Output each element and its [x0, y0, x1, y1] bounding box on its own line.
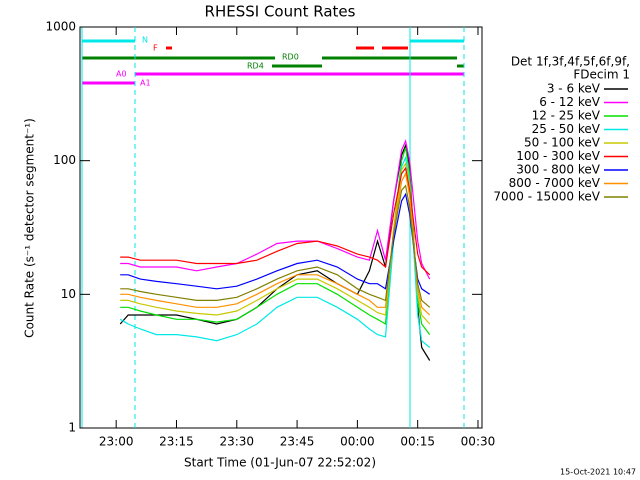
series-line — [120, 184, 431, 308]
annotation: N — [142, 36, 148, 45]
chart-title: RHESSI Count Rates — [205, 3, 356, 21]
time-markers — [81, 27, 465, 428]
x-tick-label: 23:15 — [159, 435, 194, 449]
legend-label: 800 - 7000 keV — [509, 176, 601, 190]
y-tick-label: 100 — [53, 153, 76, 167]
series-line — [120, 166, 431, 276]
legend-label: 300 - 800 keV — [516, 163, 600, 177]
series-line — [120, 139, 431, 280]
x-tick-label: 23:00 — [99, 435, 134, 449]
y-tick-label: 1000 — [45, 20, 76, 34]
series-line — [119, 155, 431, 348]
legend-label: 100 - 300 keV — [516, 149, 600, 163]
legend-title: Det 1f,3f,4f,5f,6f,9f, — [511, 55, 630, 69]
annotation: F — [153, 44, 158, 53]
y-tick-label: 10 — [61, 287, 76, 301]
series-line — [120, 171, 431, 316]
legend-title: FDecim 1 — [573, 68, 630, 82]
y-tick-label: 1 — [68, 421, 76, 435]
x-tick-label: 00:30 — [461, 435, 496, 449]
legend-label: 50 - 100 keV — [524, 136, 601, 150]
legend-label: 7000 - 15000 keV — [493, 190, 600, 204]
legend-label: 12 - 25 keV — [532, 109, 601, 123]
legend-label: 3 - 6 keV — [547, 82, 601, 96]
annotation: RD4 — [247, 62, 264, 71]
series-line — [120, 192, 431, 295]
series-line — [120, 147, 431, 335]
annotation: A1 — [140, 79, 151, 88]
footer: 15-Oct-2021 10:47 — [560, 468, 636, 477]
y-axis-label: Count Rate (s⁻¹ detector segment⁻¹) — [23, 118, 37, 338]
x-tick-label: 00:15 — [400, 435, 435, 449]
x-tick-label: 23:30 — [219, 435, 254, 449]
x-axis-label: Start Time (01-Jun-07 22:52:02) — [184, 456, 376, 470]
series-line — [120, 161, 431, 325]
annotation: A0 — [116, 70, 127, 79]
flags — [82, 39, 464, 85]
x-tick-label: 23:45 — [280, 435, 315, 449]
legend-label: 6 - 12 keV — [539, 95, 601, 109]
annotation: RD0 — [282, 53, 299, 62]
plot-frame — [79, 26, 483, 429]
x-tick-label: 00:00 — [340, 435, 375, 449]
legend-label: 25 - 50 keV — [532, 122, 601, 136]
